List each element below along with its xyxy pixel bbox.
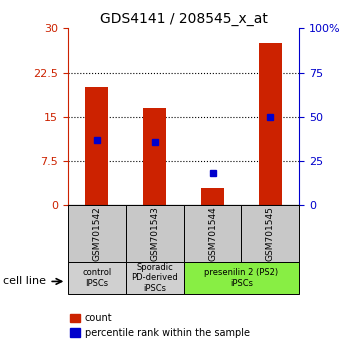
Bar	[201, 188, 224, 205]
Legend: count, percentile rank within the sample: count, percentile rank within the sample	[66, 309, 253, 342]
Text: Sporadic
PD-derived
iPSCs: Sporadic PD-derived iPSCs	[131, 263, 178, 293]
Title: GDS4141 / 208545_x_at: GDS4141 / 208545_x_at	[100, 12, 268, 26]
Text: control
IPSCs: control IPSCs	[82, 268, 112, 287]
FancyBboxPatch shape	[68, 262, 126, 294]
Text: GSM701542: GSM701542	[92, 206, 101, 261]
Bar	[143, 108, 166, 205]
Text: presenilin 2 (PS2)
iPSCs: presenilin 2 (PS2) iPSCs	[204, 268, 278, 287]
Bar	[259, 43, 282, 205]
Text: cell line: cell line	[3, 276, 46, 286]
Text: GSM701543: GSM701543	[150, 206, 159, 261]
Text: GSM701544: GSM701544	[208, 206, 217, 261]
FancyBboxPatch shape	[68, 205, 126, 262]
FancyBboxPatch shape	[184, 262, 299, 294]
FancyBboxPatch shape	[126, 205, 184, 262]
FancyBboxPatch shape	[241, 205, 299, 262]
FancyBboxPatch shape	[126, 262, 184, 294]
Bar	[85, 87, 108, 205]
Text: GSM701545: GSM701545	[266, 206, 275, 261]
FancyBboxPatch shape	[184, 205, 241, 262]
